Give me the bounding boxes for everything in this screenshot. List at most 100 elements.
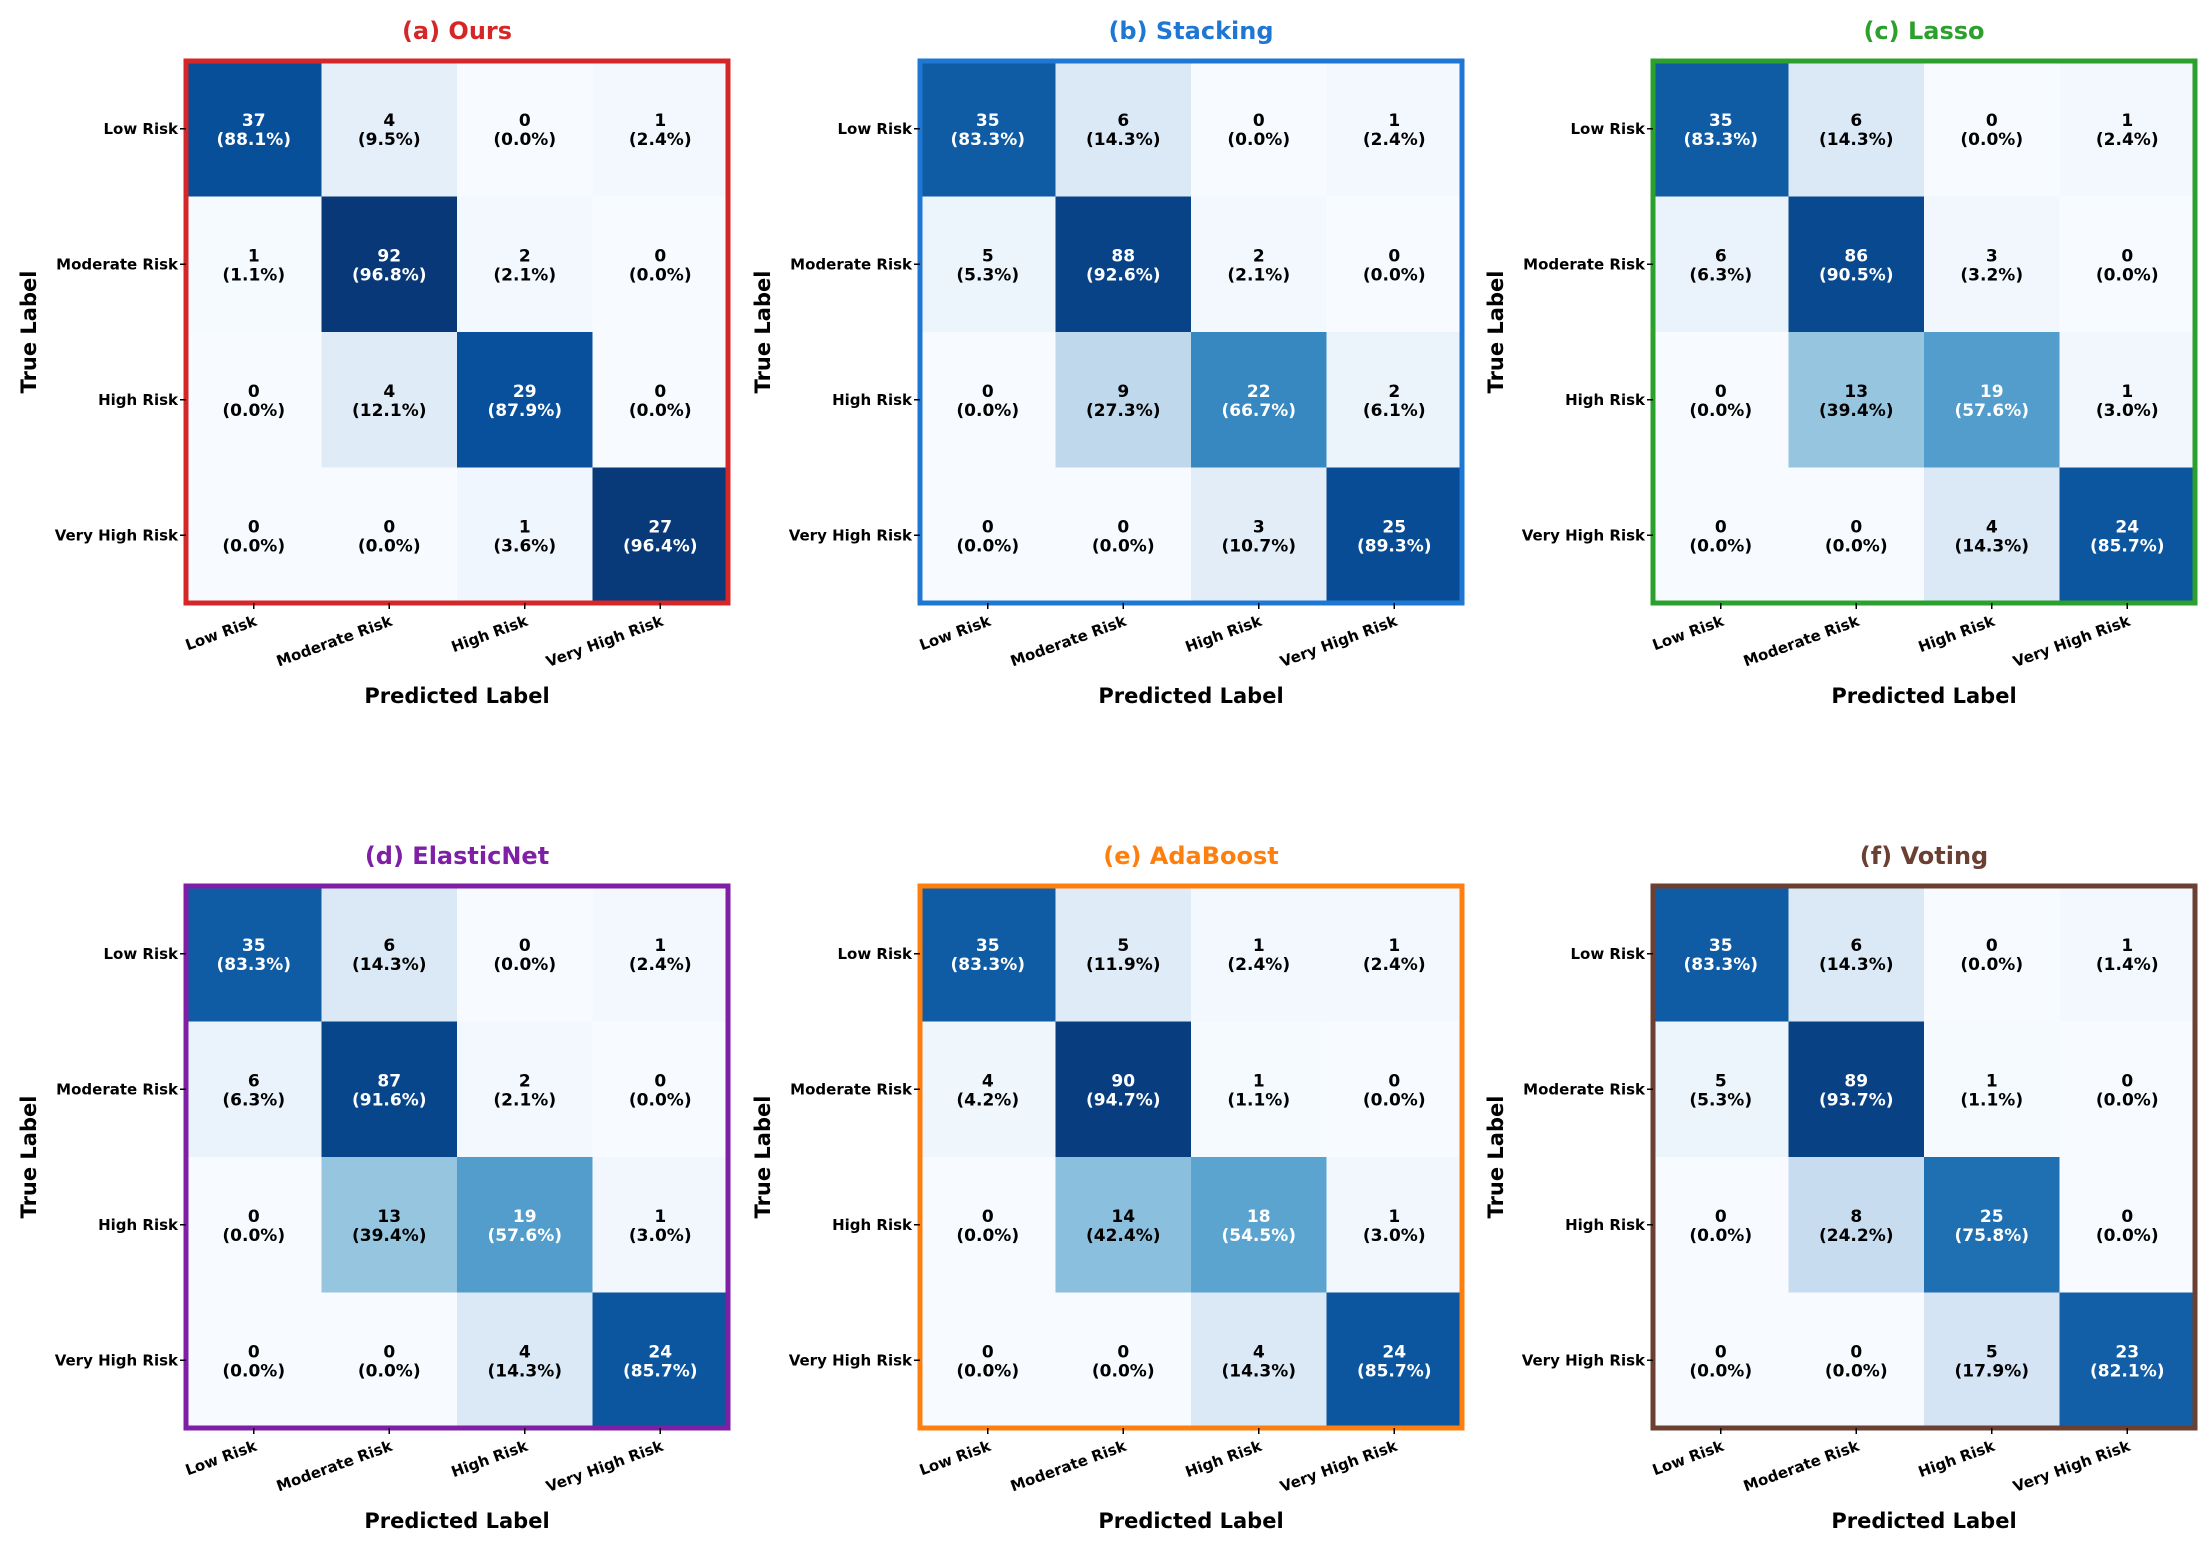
cell-count: 6 [1850,111,1862,131]
cell-percent: (0.0%) [956,1226,1019,1246]
matrix-cell [2059,1292,2195,1428]
cell-percent: (92.6%) [1086,265,1161,285]
matrix-cell [592,332,728,468]
cell-percent: (0.0%) [358,536,421,556]
cell-percent: (6.3%) [222,1090,285,1110]
y-tick-label: Very High Risk [789,526,913,544]
cell-percent: (12.1%) [352,401,427,421]
matrix-cell [1653,467,1789,603]
matrix-cell [1924,1157,2060,1293]
matrix-cell [321,1157,457,1293]
matrix-cell [186,467,322,603]
matrix-cell [1924,1021,2060,1157]
x-tick-label: Low Risk [917,1436,994,1479]
cell-count: 89 [1844,1071,1868,1091]
cell-percent: (2.1%) [1227,265,1290,285]
panel-title: (b) Stacking [1108,17,1273,45]
matrix-cell [1788,332,1924,468]
matrix-cell [1055,332,1191,468]
cell-count: 37 [242,111,266,131]
x-tick-label: Low Risk [1650,611,1727,654]
matrix-cell [1924,886,2060,1022]
y-tick-label: Moderate Risk [56,1080,179,1098]
cell-count: 1 [519,517,531,537]
matrix-cell [1191,467,1327,603]
y-tick-label: Low Risk [1570,120,1646,138]
cell-count: 87 [377,1071,401,1091]
cell-percent: (0.0%) [956,1361,1019,1381]
cell-count: 25 [1382,517,1406,537]
cell-percent: (88.1%) [216,130,291,150]
cell-count: 1 [248,246,260,266]
cell-count: 2 [1388,382,1400,402]
matrix-cell [457,467,593,603]
cell-count: 0 [2121,1071,2133,1091]
cell-count: 1 [654,1207,666,1227]
matrix-cell [1326,1292,1462,1428]
cell-count: 23 [2115,1342,2139,1362]
x-tick-label: Moderate Risk [1741,1436,1863,1495]
cell-percent: (14.3%) [352,955,427,975]
matrix-cell [920,1292,1056,1428]
cell-percent: (0.0%) [1825,536,1888,556]
cell-percent: (0.0%) [1960,955,2023,975]
cell-count: 18 [1247,1207,1271,1227]
x-tick-label: Very High Risk [2011,611,2134,670]
cell-count: 2 [519,246,531,266]
cell-percent: (0.0%) [1092,536,1155,556]
cell-count: 0 [2121,1207,2133,1227]
matrix-cell [1653,1021,1789,1157]
cell-percent: (83.3%) [1683,130,1758,150]
matrix-cell [2059,196,2195,332]
cell-count: 0 [982,517,994,537]
cell-percent: (57.6%) [1954,401,2029,421]
cell-percent: (94.7%) [1086,1090,1161,1110]
cell-count: 1 [1253,1071,1265,1091]
cell-percent: (14.3%) [1819,130,1894,150]
matrix-cell [1055,1021,1191,1157]
cell-percent: (6.1%) [1363,401,1426,421]
cell-count: 13 [1844,382,1868,402]
y-axis-label: True Label [1484,1096,1508,1219]
x-tick-label: Low Risk [183,611,260,654]
matrix-cell [592,886,728,1022]
cell-count: 5 [1117,936,1129,956]
cell-percent: (0.0%) [2096,265,2159,285]
matrix-cell [1055,467,1191,603]
x-tick-label: High Risk [449,611,531,656]
matrix-cell [920,196,1056,332]
cell-percent: (0.0%) [1689,1361,1752,1381]
cell-count: 24 [1382,1342,1406,1362]
y-tick-label: High Risk [832,391,913,409]
cell-percent: (6.3%) [1689,265,1752,285]
cell-percent: (3.0%) [629,1226,692,1246]
cell-percent: (85.7%) [1357,1361,1432,1381]
matrix-cell [457,1292,593,1428]
matrix-cell [1055,1157,1191,1293]
matrix-cell [920,886,1056,1022]
matrix-cell [592,196,728,332]
y-tick-label: Low Risk [103,945,179,963]
cell-percent: (5.3%) [956,265,1019,285]
matrix-cell [1788,1292,1924,1428]
y-tick-label: High Risk [832,1216,913,1234]
cell-percent: (3.0%) [2096,401,2159,421]
cell-percent: (1.1%) [222,265,285,285]
cell-percent: (82.1%) [2090,1361,2165,1381]
cell-percent: (3.2%) [1960,265,2023,285]
matrix-cell [1653,1157,1789,1293]
cell-count: 5 [1986,1342,1998,1362]
cell-percent: (1.1%) [1227,1090,1290,1110]
matrix-cell [321,1021,457,1157]
y-axis-label: True Label [17,1096,41,1219]
cell-count: 0 [248,517,260,537]
cell-count: 4 [1986,517,1998,537]
matrix-cell [186,332,322,468]
cell-percent: (0.0%) [1689,401,1752,421]
cell-count: 86 [1844,246,1868,266]
panel-border [183,883,731,1431]
x-axis-label: Predicted Label [1098,684,1283,708]
cell-count: 2 [519,1071,531,1091]
cell-count: 0 [248,382,260,402]
cell-percent: (90.5%) [1819,265,1894,285]
